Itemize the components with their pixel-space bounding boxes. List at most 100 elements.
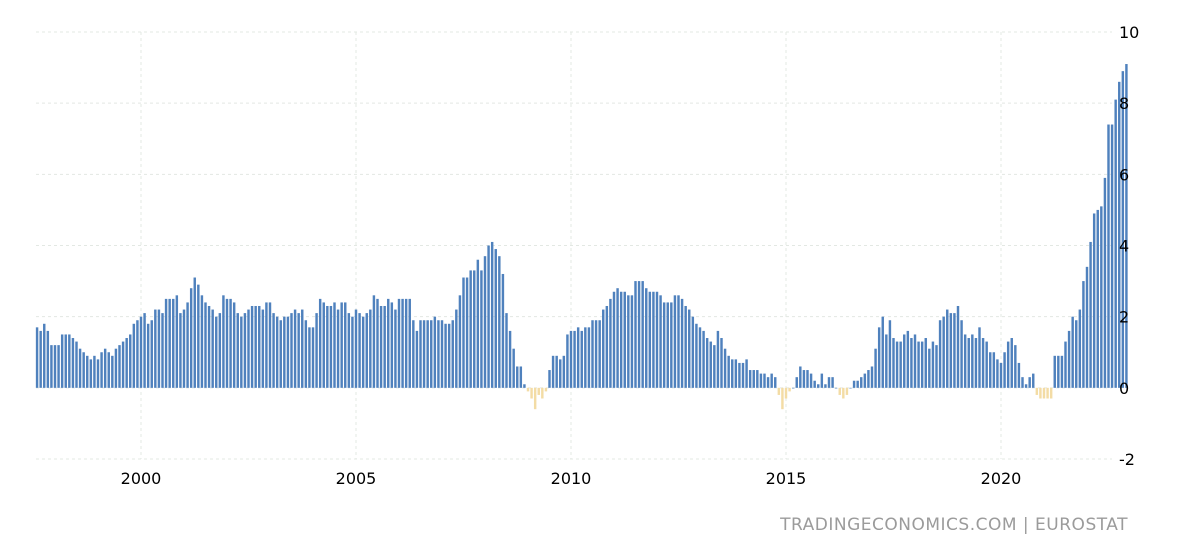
chart-bar (906, 330, 910, 388)
chart-bar (293, 309, 297, 388)
chart-bar (225, 298, 229, 388)
chart-bar (942, 316, 945, 388)
chart-bar (490, 241, 494, 388)
chart-bar (1053, 355, 1056, 388)
chart-bar (856, 380, 859, 388)
chart-bar (616, 288, 619, 388)
chart-bar (64, 334, 67, 388)
chart-bar (419, 320, 422, 388)
x-axis-labels: 2000 2005 2010 2015 2020 (121, 469, 1022, 488)
chart-bar (107, 352, 110, 388)
chart-bar (344, 302, 347, 388)
chart-bar (569, 330, 573, 388)
chart-bar (46, 330, 50, 388)
chart-bar (874, 348, 877, 388)
chart-bar (870, 366, 874, 388)
chart-bar (612, 291, 616, 388)
chart-bar (981, 338, 985, 388)
chart-bar (680, 298, 684, 388)
chart-bar (953, 313, 956, 388)
chart-bar (430, 320, 433, 388)
chart-bar (1017, 362, 1021, 388)
chart-bar (426, 320, 429, 388)
x-tick-label: 2020 (981, 469, 1022, 488)
chart-bar (114, 348, 118, 388)
chart-bar (1039, 387, 1042, 399)
chart-bar (254, 305, 257, 388)
chart-bar (967, 338, 970, 388)
chart-bar (376, 298, 379, 388)
chart-bar (379, 305, 383, 388)
chart-bar (455, 309, 458, 388)
chart-bar (544, 387, 548, 392)
chart-bar (322, 302, 325, 388)
chart-bar (566, 334, 569, 388)
chart-bar (1114, 99, 1117, 388)
chart-bar (630, 295, 634, 388)
chart-bar (662, 302, 666, 388)
chart-bar (533, 387, 537, 410)
chart-bar (222, 295, 225, 388)
chart-bar (261, 309, 265, 388)
chart-bar (1049, 387, 1053, 399)
chart-bar (963, 334, 967, 388)
chart-bar (723, 348, 727, 388)
chart-bar (397, 298, 401, 388)
chart-bar (731, 359, 734, 388)
chart-bar (308, 327, 311, 388)
chart-bar (1014, 345, 1017, 388)
chart-bar (369, 309, 372, 388)
chart-bar (86, 355, 89, 388)
chart-gridlines (36, 31, 1112, 460)
chart-bar (512, 348, 515, 388)
chart-bar (143, 313, 146, 388)
chart-bar (852, 380, 856, 388)
chart-bar (845, 387, 849, 395)
chart-bar (1057, 355, 1060, 388)
chart-bar (358, 313, 361, 388)
chart-bar (695, 323, 698, 388)
chart-bar (469, 270, 472, 388)
chart-bar (584, 327, 587, 388)
y-tick-label: -2 (1119, 450, 1135, 469)
chart-bar (93, 355, 96, 388)
chart-bar (820, 373, 824, 388)
chart-bar (738, 362, 741, 388)
chart-bar (50, 345, 53, 388)
chart-bar (924, 338, 927, 388)
chart-bar (301, 309, 304, 388)
chart-bar (720, 338, 723, 388)
chart-bar (645, 288, 648, 388)
chart-bar (777, 387, 781, 395)
chart-bar (781, 387, 784, 410)
chart-bar (1107, 124, 1110, 388)
chart-bar (992, 352, 996, 388)
chart-bar (1085, 266, 1089, 388)
chart-bar (978, 327, 981, 388)
chart-bar (971, 334, 974, 388)
chart-bar (752, 370, 755, 388)
chart-bar (487, 245, 490, 388)
chart-bar (677, 295, 680, 388)
chart-bar (243, 313, 247, 388)
chart-bar (268, 302, 272, 388)
chart-bar (716, 330, 720, 388)
chart-bar (770, 373, 773, 388)
chart-bar (559, 359, 562, 388)
chart-bar (702, 330, 705, 388)
chart-bar (390, 302, 394, 388)
chart-bar (1006, 341, 1010, 388)
chart-bar (1089, 241, 1092, 388)
chart-bar (784, 387, 788, 399)
chart-bar (802, 370, 806, 388)
chart-bar (1064, 341, 1067, 388)
x-tick-label: 2000 (121, 469, 162, 488)
chart-bar (265, 302, 268, 388)
chart-bar (888, 320, 892, 388)
chart-bar (68, 334, 71, 388)
chart-bar (842, 387, 845, 399)
chart-bar (1021, 377, 1024, 388)
chart-bar (562, 355, 566, 388)
chart-bar (917, 341, 920, 388)
